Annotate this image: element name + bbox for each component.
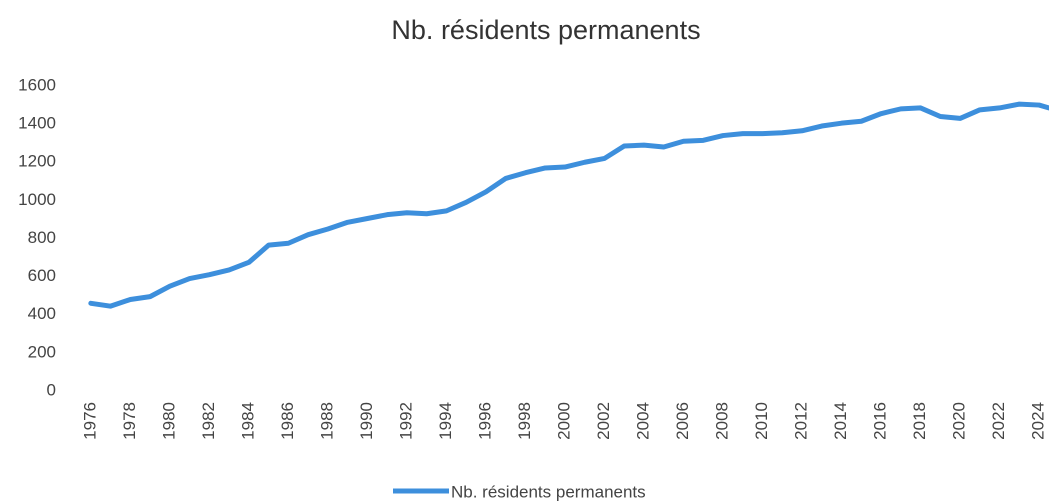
- x-tick-label: 2012: [792, 402, 811, 440]
- y-tick-label: 200: [28, 342, 56, 361]
- x-tick-label: 1992: [396, 402, 415, 440]
- x-tick-label: 1994: [436, 402, 455, 440]
- x-tick-label: 2006: [673, 402, 692, 440]
- y-tick-label: 1000: [18, 190, 56, 209]
- x-tick-label: 2024: [1029, 402, 1048, 440]
- x-tick-label: 1990: [357, 402, 376, 440]
- y-tick-label: 1400: [18, 114, 56, 133]
- x-tick-label: 2014: [831, 402, 850, 440]
- y-tick-label: 600: [28, 266, 56, 285]
- x-tick-label: 2016: [871, 402, 890, 440]
- y-tick-label: 1200: [18, 152, 56, 171]
- x-tick-label: 2020: [950, 402, 969, 440]
- y-tick-label: 400: [28, 304, 56, 323]
- x-tick-label: 1976: [80, 402, 99, 440]
- x-tick-label: 1980: [159, 402, 178, 440]
- x-tick-label: 2008: [713, 402, 732, 440]
- x-tick-label: 1998: [515, 402, 534, 440]
- y-tick-label: 800: [28, 228, 56, 247]
- x-tick-label: 1978: [120, 402, 139, 440]
- x-tick-label: 2000: [554, 402, 573, 440]
- x-tick-label: 1982: [199, 402, 218, 440]
- chart-title: Nb. résidents permanents: [391, 15, 700, 45]
- x-tick-label: 1986: [278, 402, 297, 440]
- x-tick-label: 2010: [752, 402, 771, 440]
- x-tick-label: 2002: [594, 402, 613, 440]
- y-tick-label: 1600: [18, 75, 56, 94]
- y-tick-label: 0: [47, 380, 56, 399]
- x-tick-label: 2022: [989, 402, 1008, 440]
- plot-area: [88, 101, 1049, 309]
- x-tick-label: 1988: [317, 402, 336, 440]
- x-tick-label: 2018: [910, 402, 929, 440]
- data-line: [88, 101, 1049, 309]
- x-tick-label: 2004: [633, 402, 652, 440]
- x-tick-label: 1996: [475, 402, 494, 440]
- legend-label: Nb. résidents permanents: [451, 482, 646, 501]
- x-tick-label: 1984: [238, 402, 257, 440]
